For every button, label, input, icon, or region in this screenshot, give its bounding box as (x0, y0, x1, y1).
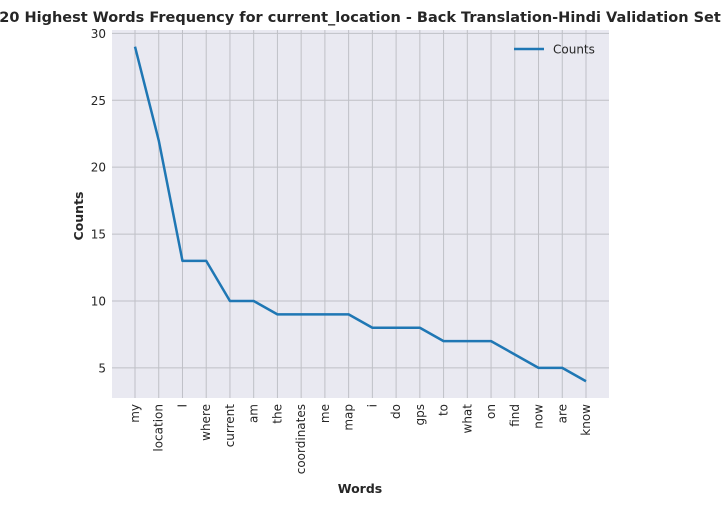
y-axis-ticks: 5 10 15 20 25 30 (91, 27, 106, 376)
x-tick-label: coordinates (294, 404, 308, 474)
y-tick-label: 20 (91, 161, 106, 175)
y-tick-label: 5 (98, 361, 106, 375)
x-tick-label: current (223, 404, 237, 448)
y-tick-label: 10 (91, 294, 106, 308)
y-tick-label: 15 (91, 228, 106, 242)
x-tick-label: find (508, 404, 522, 427)
x-tick-label: location (152, 404, 166, 452)
x-tick-label: my (128, 404, 142, 423)
x-tick-label: the (270, 404, 284, 424)
x-tick-label: gps (413, 404, 427, 426)
x-tick-label: where (199, 404, 213, 441)
data-points (134, 46, 587, 382)
x-tick-label: me (318, 404, 332, 423)
x-tick-label: do (389, 404, 403, 419)
x-tick-label: are (555, 404, 569, 423)
x-tick-label: know (579, 404, 593, 436)
legend: Counts (514, 43, 595, 57)
series-line-counts (133, 46, 587, 383)
x-tick-label: I (175, 404, 189, 408)
x-tick-label: what (460, 404, 474, 434)
y-tick-label: 30 (91, 27, 106, 41)
y-axis-label: Counts (71, 192, 86, 241)
plot-area (112, 30, 609, 398)
x-tick-label: on (484, 404, 498, 419)
grid (112, 30, 609, 398)
x-tick-label: am (247, 404, 261, 423)
y-tick-label: 25 (91, 94, 106, 108)
x-axis-label: Words (338, 481, 382, 496)
legend-label-counts: Counts (553, 43, 595, 57)
chart-title: 20 Highest Words Frequency for current_l… (0, 10, 721, 26)
x-tick-label: map (342, 404, 356, 431)
x-tick-label: to (437, 404, 451, 416)
x-tick-label: now (532, 404, 546, 429)
x-tick-label: i (365, 404, 379, 407)
